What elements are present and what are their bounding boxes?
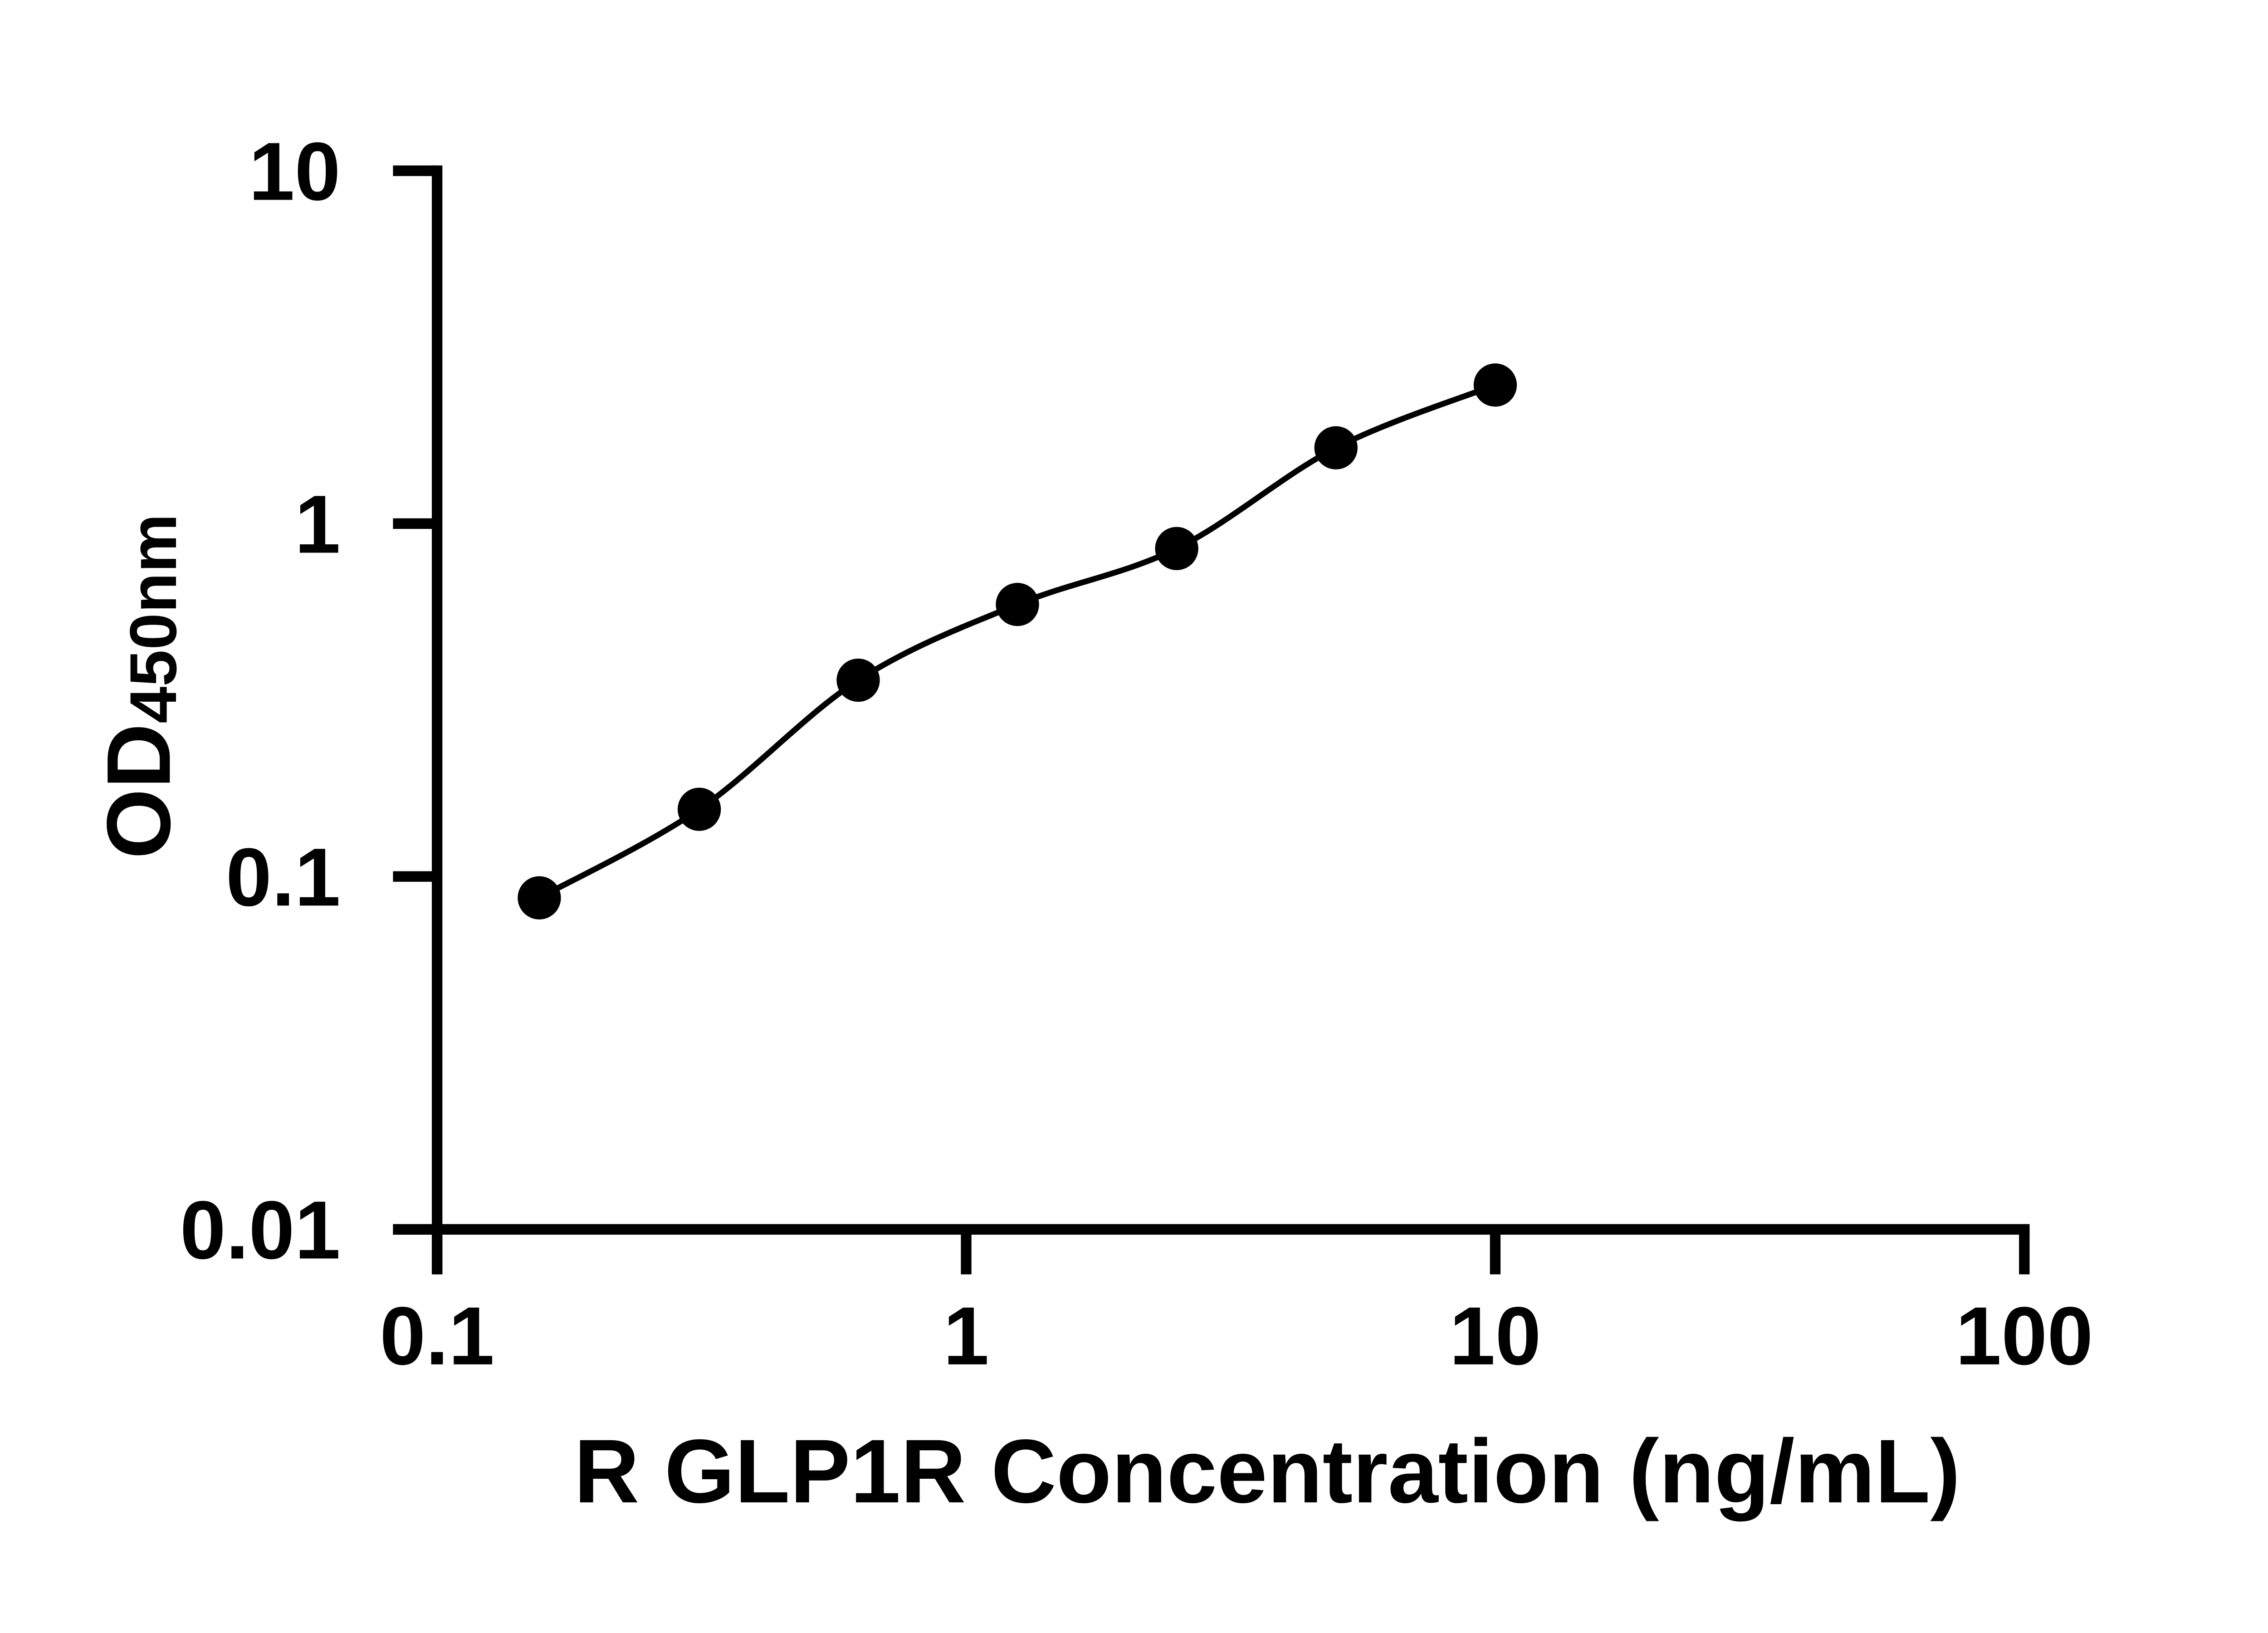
y-tick-label: 10 bbox=[249, 125, 340, 218]
y-axis-title: OD450nm bbox=[88, 514, 190, 859]
x-axis-title: R GLP1R Concentration (ng/mL) bbox=[574, 1421, 1960, 1522]
y-axis-title-subscript: 450nm bbox=[116, 514, 190, 724]
y-tick-label: 1 bbox=[295, 478, 341, 571]
y-axis-title-main: OD bbox=[88, 724, 189, 859]
data-point bbox=[1155, 527, 1198, 570]
plot-area: 0.01 0.1 1 10 0.1 1 10 100 bbox=[180, 125, 2093, 1382]
y-tick-label: 0.1 bbox=[226, 831, 341, 923]
x-tick-label: 1 bbox=[943, 1290, 989, 1382]
data-point bbox=[996, 582, 1039, 626]
data-point bbox=[836, 658, 880, 702]
x-tick-label: 100 bbox=[1955, 1290, 2093, 1382]
data-point bbox=[1473, 363, 1517, 407]
data-point bbox=[1314, 426, 1358, 469]
x-tick-label: 10 bbox=[1449, 1290, 1541, 1382]
data-point bbox=[677, 787, 721, 831]
data-point bbox=[518, 876, 561, 919]
x-tick-label: 0.1 bbox=[380, 1290, 494, 1382]
y-tick-label: 0.01 bbox=[180, 1183, 341, 1276]
